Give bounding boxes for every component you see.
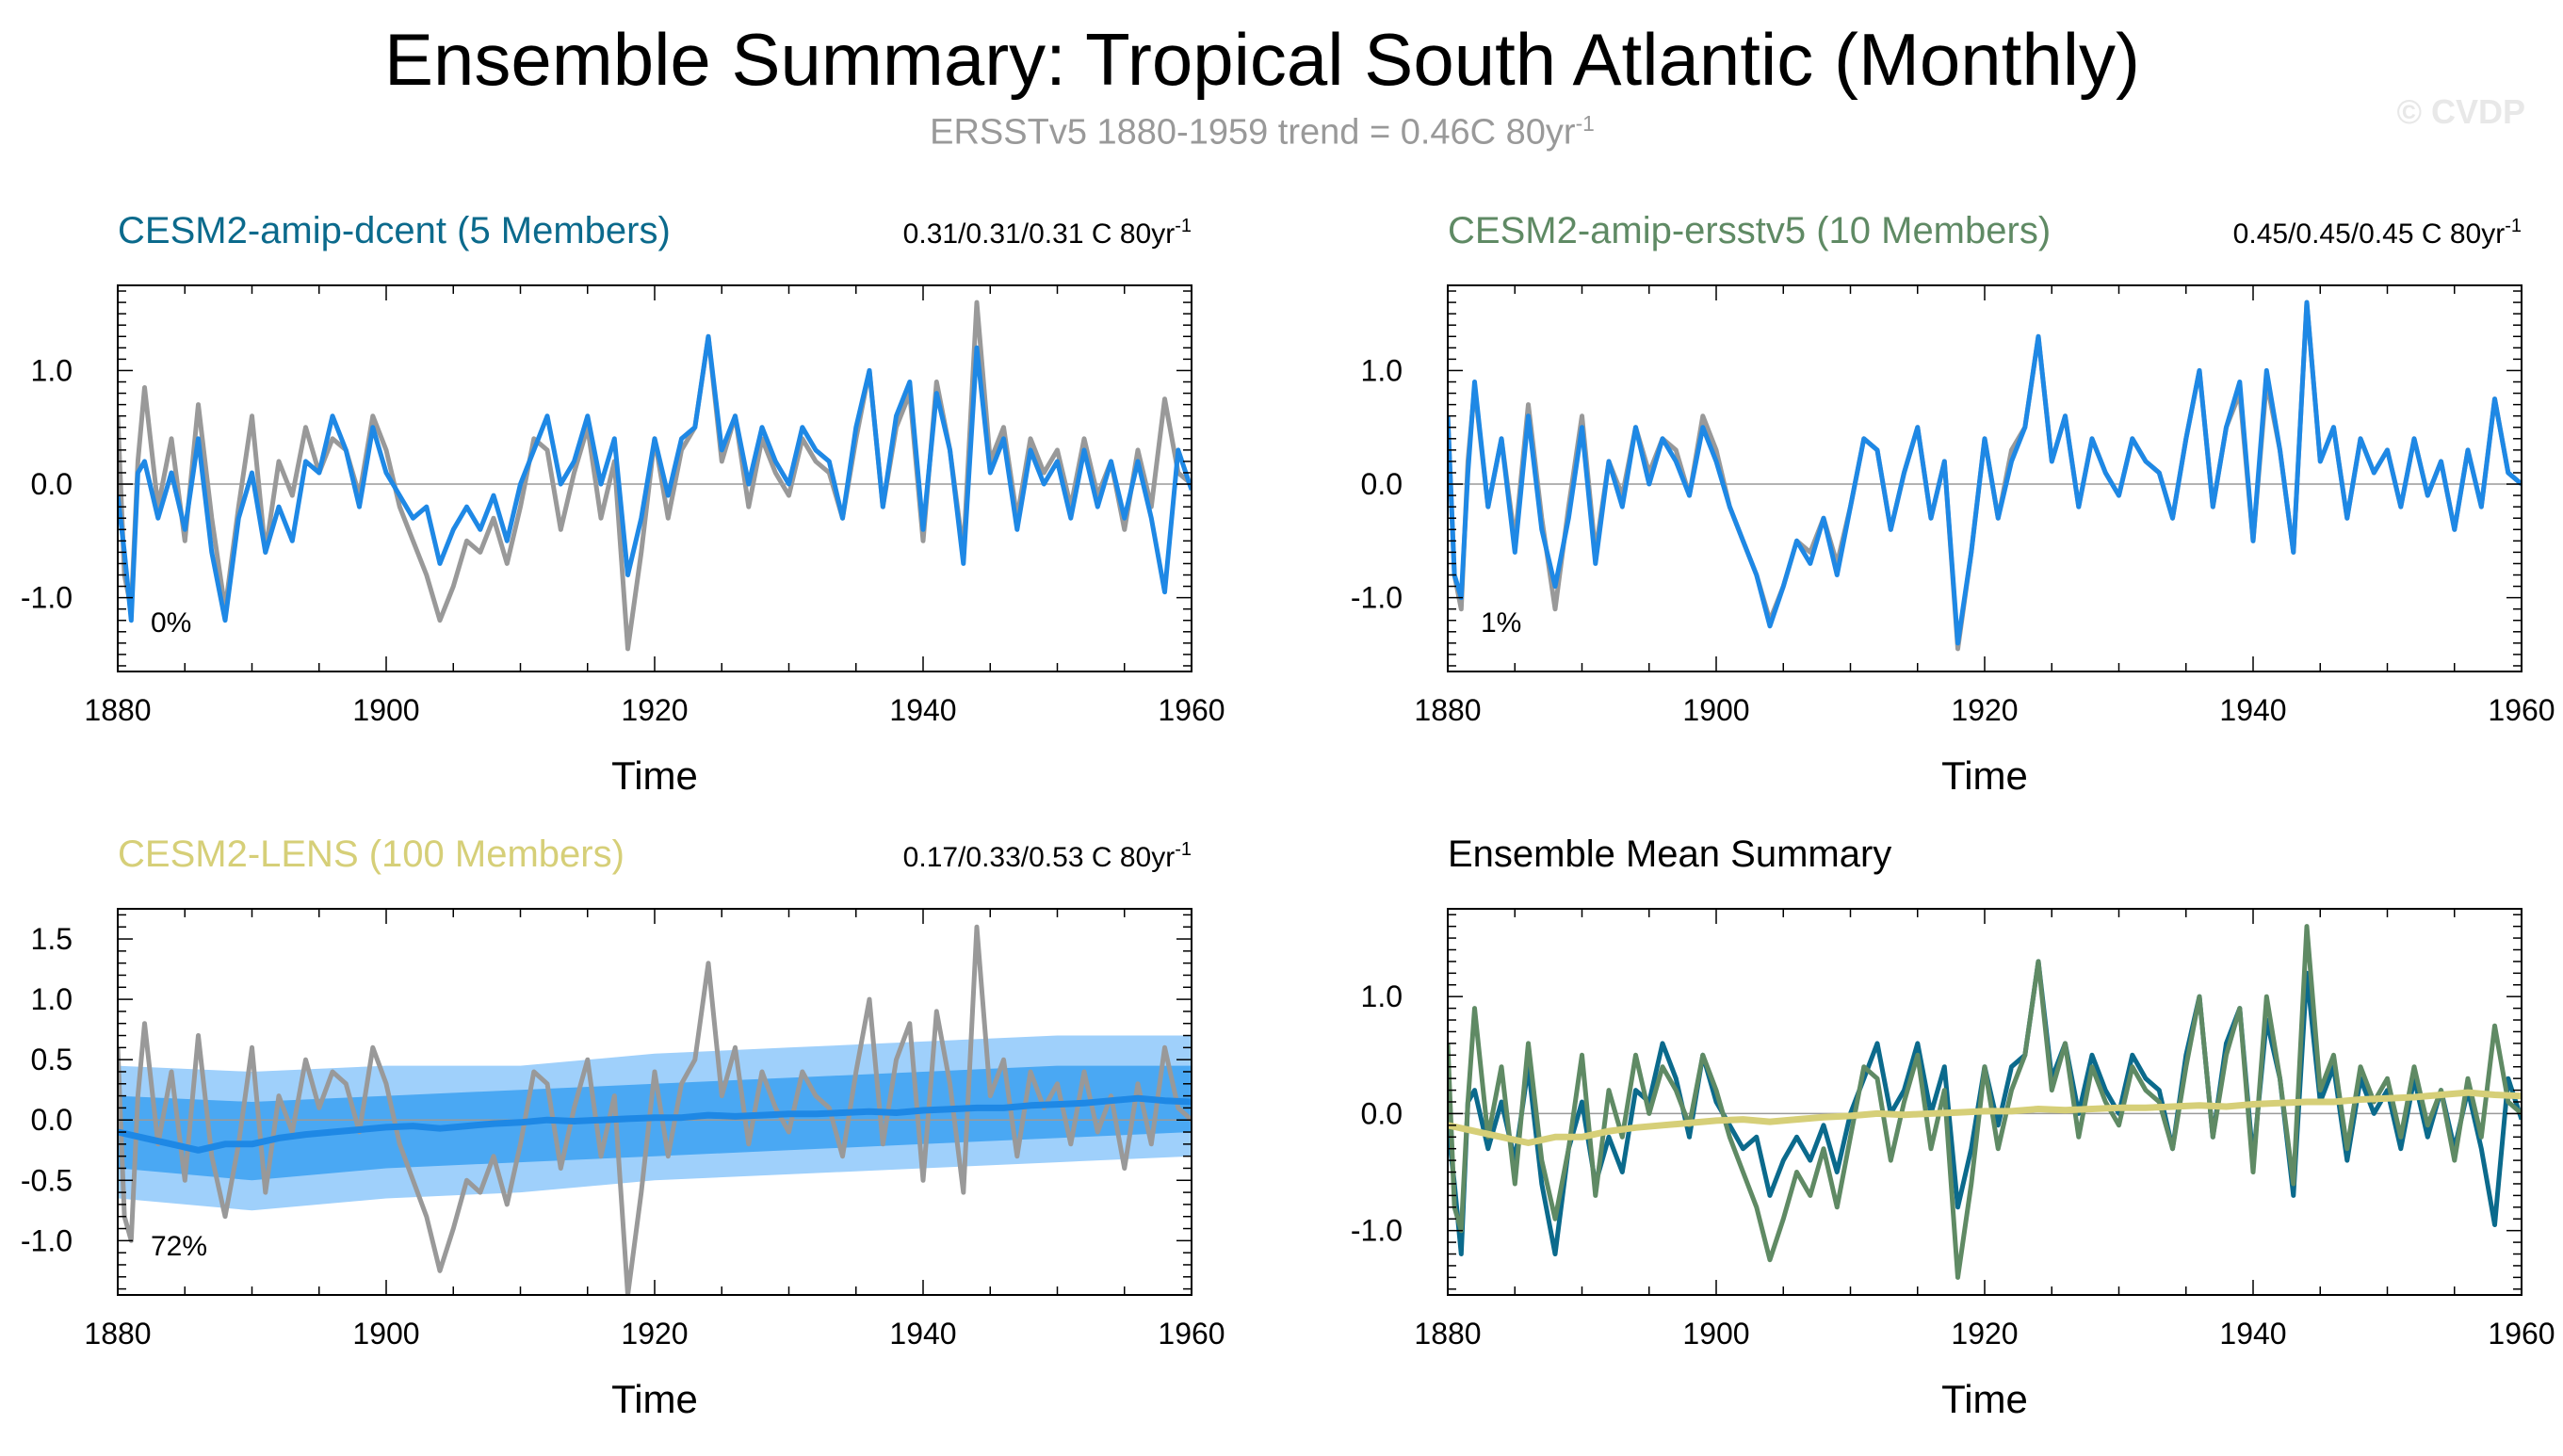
trend-label-dcent: 0.31/0.31/0.31 C 80yr-1 <box>903 216 1192 250</box>
x-tick-label: 1920 <box>621 693 688 727</box>
trend-sup: -1 <box>1175 839 1192 860</box>
panel-title-ersstv5: CESM2-amip-ersstv5 (10 Members) <box>1448 210 2051 251</box>
y-tick-label: 1.0 <box>1361 353 1403 387</box>
x-tick-label: 1920 <box>1951 1317 2018 1351</box>
series-line-ersstv5-observations <box>118 299 1192 652</box>
trend-text: 0.31/0.31/0.31 C 80yr <box>903 218 1176 250</box>
x-tick-label: 1940 <box>889 693 956 727</box>
x-tick-label: 1920 <box>1951 693 2018 727</box>
y-tick-label: -1.0 <box>1351 1214 1403 1248</box>
x-tick-label: 1880 <box>1414 693 1481 727</box>
figure-subtitle-sup: -1 <box>1575 111 1595 136</box>
x-axis-label: Time <box>1941 753 2028 798</box>
cvdp-watermark: © CVDP <box>2396 92 2525 131</box>
x-axis-label: Time <box>611 1377 698 1421</box>
panel-title-dcent: CESM2-amip-dcent (5 Members) <box>118 210 671 251</box>
trend-label-ersstv5: 0.45/0.45/0.45 C 80yr-1 <box>2233 216 2522 250</box>
series-line-cesm2-amip-ersstv5-ensemble-mean <box>1448 299 2522 646</box>
x-tick-label: 1960 <box>2488 693 2555 727</box>
plot-area-dcent <box>118 299 1192 652</box>
y-tick-label: 0.0 <box>31 1103 73 1137</box>
series-line-cesm2-amip-dcent-ensemble-mean <box>118 333 1192 623</box>
y-tick-label: 0.5 <box>31 1043 73 1076</box>
x-tick-label: 1880 <box>1414 1317 1481 1351</box>
x-axis-label: Time <box>611 753 698 798</box>
figure-subtitle: ERSSTv5 1880-1959 trend = 0.46C 80yr-1 <box>0 111 2524 154</box>
x-tick-label: 1900 <box>1682 1317 1749 1351</box>
panel-title-mean: Ensemble Mean Summary <box>1448 833 1891 875</box>
percent-label-ersstv5: 1% <box>1481 607 1521 639</box>
ensemble-spread-inner <box>118 1065 1192 1181</box>
panel-title-lens: CESM2-LENS (100 Members) <box>118 833 625 875</box>
figure-title: Ensemble Summary: Tropical South Atlanti… <box>383 18 2141 101</box>
x-tick-label: 1900 <box>352 693 419 727</box>
y-tick-label: 0.0 <box>31 467 73 501</box>
plot-frame <box>117 284 1192 672</box>
x-tick-label: 1900 <box>352 1317 419 1351</box>
y-tick-label: 0.0 <box>1361 1096 1403 1130</box>
x-axis-label: Time <box>1941 1377 2028 1421</box>
trend-text: 0.17/0.33/0.53 C 80yr <box>903 842 1176 873</box>
y-tick-label: 1.5 <box>31 922 73 956</box>
y-tick-label: 1.0 <box>1361 979 1403 1013</box>
panel-dcent: CESM2-amip-dcent (5 Members) 0.31/0.31/0.… <box>21 210 1225 798</box>
trend-label-lens: 0.17/0.33/0.53 C 80yr-1 <box>903 839 1192 873</box>
series-line-cesm2-lens-mean <box>1448 1089 2522 1146</box>
x-tick-label: 1960 <box>2488 1317 2555 1351</box>
series-line-cesm2-lens-ensemble-mean <box>118 1094 1192 1154</box>
x-tick-label: 1880 <box>84 1317 151 1351</box>
x-tick-label: 1880 <box>84 693 151 727</box>
x-tick-label: 1940 <box>2219 1317 2286 1351</box>
x-tick-label: 1920 <box>621 1317 688 1351</box>
series-line-cesm2-amip-ersstv5-mean <box>1448 924 2522 1280</box>
trend-text: 0.45/0.45/0.45 C 80yr <box>2233 218 2506 250</box>
x-tick-label: 1960 <box>1158 1317 1225 1351</box>
x-tick-label: 1940 <box>889 1317 956 1351</box>
y-tick-label: -0.5 <box>21 1163 73 1197</box>
x-tick-label: 1900 <box>1682 693 1749 727</box>
figure-subtitle-text: ERSSTv5 1880-1959 trend = 0.46C 80yr <box>930 112 1576 153</box>
series-line-ersstv5-observations <box>118 924 1192 1295</box>
y-tick-label: -1.0 <box>21 1223 73 1257</box>
x-tick-label: 1960 <box>1158 693 1225 727</box>
plot-area-mean <box>1448 924 2522 1280</box>
y-tick-label: 0.0 <box>1361 467 1403 501</box>
y-tick-label: -1.0 <box>1351 581 1403 615</box>
percent-label-dcent: 0% <box>151 607 191 639</box>
trend-sup: -1 <box>2505 216 2522 236</box>
x-tick-label: 1940 <box>2219 693 2286 727</box>
plot-area-ersstv5 <box>1448 299 2522 652</box>
y-tick-label: 1.0 <box>31 353 73 387</box>
trend-sup: -1 <box>1175 216 1192 236</box>
percent-label-lens: 72% <box>151 1231 207 1262</box>
panel-mean: Ensemble Mean Summary 1880 1900 1920 1940 196… <box>1351 833 2555 1421</box>
y-tick-label: -1.0 <box>21 581 73 615</box>
plot-area-lens <box>118 924 1192 1295</box>
panel-lens: CESM2-LENS (100 Members) 0.17/0.33/0.53 C… <box>21 833 1225 1421</box>
panel-ersstv5: CESM2-amip-ersstv5 (10 Members) 0.45/0.45… <box>1351 210 2555 798</box>
y-tick-label: 1.0 <box>31 982 73 1016</box>
